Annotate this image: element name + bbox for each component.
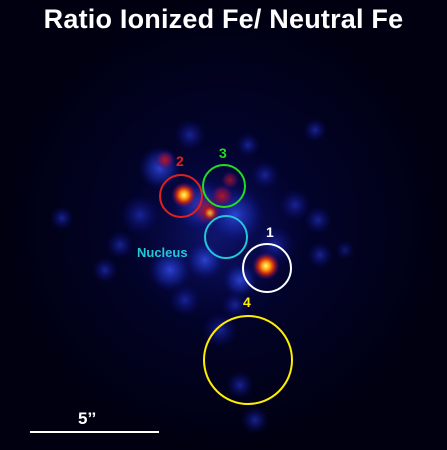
region-2-circle [159,174,203,218]
region-3-label: 3 [219,145,227,161]
nucleus-region-circle [204,215,248,259]
scale-bar-label: 5’’ [78,409,97,428]
region-1-circle [242,243,292,293]
scale-bar [30,431,159,433]
region-4-circle [203,315,293,405]
region-4-label: 4 [243,294,251,310]
figure-title: Ratio Ionized Fe/ Neutral Fe [43,4,404,34]
region-1-label: 1 [266,224,274,240]
region-2-label: 2 [176,153,184,169]
bright-knots [171,182,280,280]
region-3-circle [202,164,246,208]
nucleus-label: Nucleus [137,245,188,260]
